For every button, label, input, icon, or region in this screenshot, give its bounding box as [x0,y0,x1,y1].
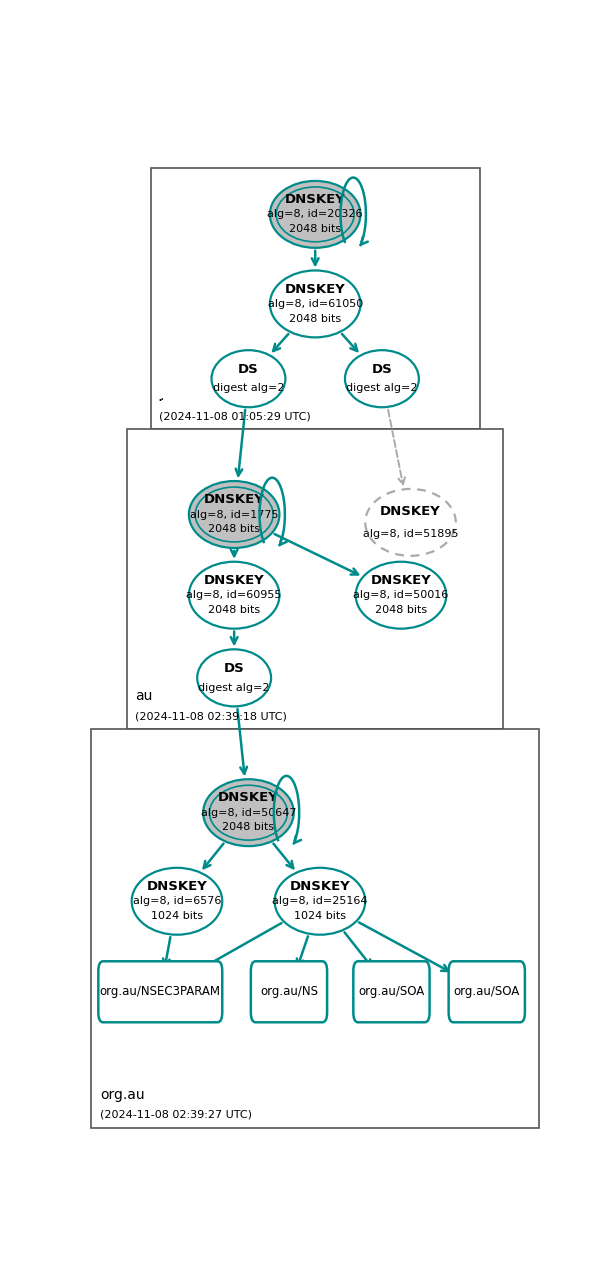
FancyBboxPatch shape [251,961,327,1022]
Text: org.au/NSEC3PARAM: org.au/NSEC3PARAM [100,985,221,998]
Text: 2048 bits: 2048 bits [375,604,427,615]
Text: DS: DS [224,662,245,675]
Text: alg=8, id=50647: alg=8, id=50647 [200,808,296,818]
Text: digest alg=2: digest alg=2 [346,383,418,394]
Text: 2048 bits: 2048 bits [289,224,341,234]
Text: digest alg=2: digest alg=2 [213,383,284,394]
Text: .: . [157,390,162,404]
Text: 2048 bits: 2048 bits [223,823,274,832]
Text: (2024-11-08 02:39:18 UTC): (2024-11-08 02:39:18 UTC) [135,711,287,721]
Ellipse shape [355,562,446,629]
Text: DNSKEY: DNSKEY [146,881,207,893]
Bar [127,429,504,728]
Ellipse shape [189,562,279,629]
Text: 1024 bits: 1024 bits [151,911,203,921]
Text: DNSKEY: DNSKEY [371,574,431,587]
FancyBboxPatch shape [98,961,222,1022]
Ellipse shape [270,271,360,337]
Text: 2048 bits: 2048 bits [208,524,260,534]
Text: 2048 bits: 2048 bits [289,313,341,323]
Ellipse shape [270,181,360,248]
Bar [151,169,480,429]
Ellipse shape [203,780,294,846]
Text: DNSKEY: DNSKEY [380,505,441,518]
Text: alg=8, id=51895: alg=8, id=51895 [363,529,458,539]
Ellipse shape [365,489,456,556]
Text: DNSKEY: DNSKEY [285,282,346,295]
Text: (2024-11-08 02:39:27 UTC): (2024-11-08 02:39:27 UTC) [100,1109,252,1120]
Text: DNSKEY: DNSKEY [290,881,351,893]
Ellipse shape [275,868,365,934]
Text: alg=8, id=50016: alg=8, id=50016 [354,590,448,601]
Text: DS: DS [371,363,392,376]
Text: DNSKEY: DNSKEY [218,791,279,804]
Text: alg=8, id=61050: alg=8, id=61050 [268,299,363,309]
Text: org.au/SOA: org.au/SOA [359,985,424,998]
Text: 1024 bits: 1024 bits [294,911,346,921]
Text: .: . [159,390,164,404]
Text: au: au [135,689,153,703]
Text: DNSKEY: DNSKEY [285,193,346,206]
Ellipse shape [345,350,419,408]
Ellipse shape [212,350,285,408]
Ellipse shape [132,868,222,934]
Text: DS: DS [238,363,259,376]
Text: digest alg=2: digest alg=2 [199,682,270,693]
Text: alg=8, id=25164: alg=8, id=25164 [272,896,368,906]
FancyBboxPatch shape [449,961,525,1022]
Text: alg=8, id=6576: alg=8, id=6576 [133,896,221,906]
Text: 2048 bits: 2048 bits [208,604,260,615]
FancyBboxPatch shape [354,961,430,1022]
Text: org.au/SOA: org.au/SOA [454,985,520,998]
Text: (2024-11-08 01:05:29 UTC): (2024-11-08 01:05:29 UTC) [159,412,311,420]
Ellipse shape [197,649,271,707]
Ellipse shape [189,481,279,548]
Text: alg=8, id=60955: alg=8, id=60955 [186,590,282,601]
Bar [91,728,539,1127]
Text: org.au/NS: org.au/NS [260,985,318,998]
Text: alg=8, id=20326: alg=8, id=20326 [268,210,363,220]
Text: alg=8, id=1775: alg=8, id=1775 [190,510,279,520]
Text: org.au: org.au [100,1088,145,1102]
Text: DNSKEY: DNSKEY [204,493,264,506]
Text: DNSKEY: DNSKEY [204,574,264,587]
